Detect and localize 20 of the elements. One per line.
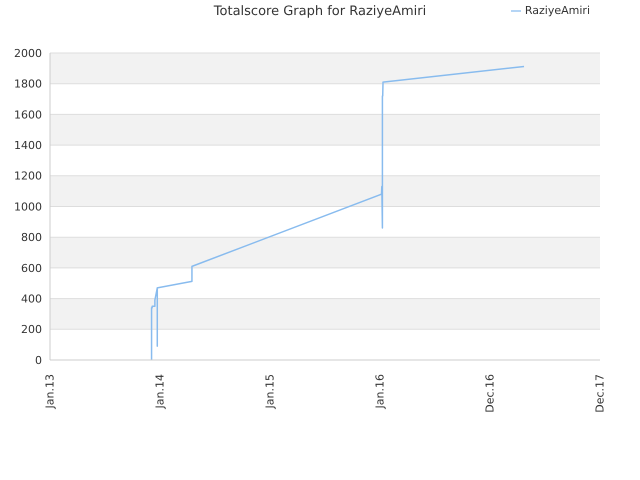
y-tick-label: 200 xyxy=(21,323,42,336)
y-tick-label: 1800 xyxy=(14,78,42,91)
x-tick-label: Jan.13 xyxy=(44,374,56,410)
x-tick-label: Jan.16 xyxy=(374,374,386,410)
x-tick-label: Dec.16 xyxy=(484,374,496,413)
line-series xyxy=(150,66,525,360)
x-tick-label: Jan.14 xyxy=(154,374,166,410)
y-tick-label: 800 xyxy=(21,231,42,244)
y-tick-label: 0 xyxy=(35,354,42,367)
y-tick-label: 1000 xyxy=(14,200,42,214)
y-tick-label: 2000 xyxy=(14,46,42,60)
x-tick-label: Jan.15 xyxy=(264,374,276,410)
y-tick-label: 1200 xyxy=(14,170,42,183)
y-tick-label: 1400 xyxy=(14,139,42,152)
y-tick-label: 400 xyxy=(21,292,42,306)
y-tick-label: 600 xyxy=(21,262,42,275)
x-tick-label: Dec.17 xyxy=(594,374,606,413)
chart-title: Totalscore Graph for RaziyeAmiri xyxy=(214,4,426,19)
legend-label: RaziyeAmiri xyxy=(524,4,590,17)
y-tick-label: 1600 xyxy=(14,108,42,122)
